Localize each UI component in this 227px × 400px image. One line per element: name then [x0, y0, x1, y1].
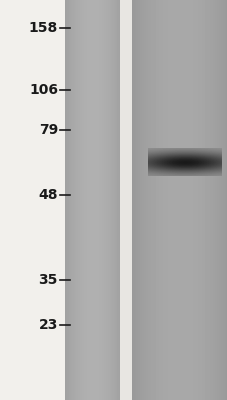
Text: 35: 35	[38, 273, 58, 287]
Text: 79: 79	[39, 123, 58, 137]
Text: 106: 106	[29, 83, 58, 97]
Bar	[119, 0, 131, 400]
Text: 48: 48	[38, 188, 58, 202]
Text: 158: 158	[29, 21, 58, 35]
Text: 23: 23	[38, 318, 58, 332]
